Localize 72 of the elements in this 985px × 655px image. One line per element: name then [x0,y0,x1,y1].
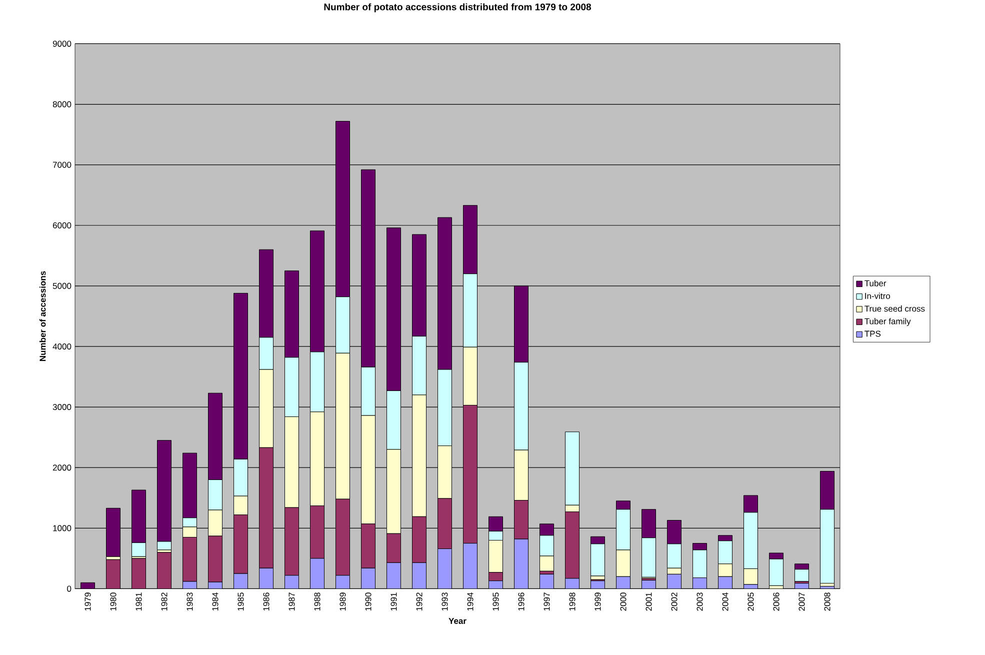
bar [361,568,376,589]
x-tick-label: 1990 [365,592,372,611]
x-tick-label: 1996 [518,592,524,611]
legend-label: True seed cross [864,306,925,312]
x-tick-label: 1997 [544,592,550,611]
legend-label: In-vitro [865,292,890,300]
bar [692,578,707,589]
x-tick-label: 1999 [594,592,601,611]
y-tick-label: 2000 [52,464,72,471]
bar [310,558,325,589]
x-tick-label: 1988 [314,592,320,611]
x-tick-label: 1983 [186,592,193,611]
bar [386,562,402,589]
chart-title: Number of potato accessions distributed from 1979 to 2008 [324,3,592,12]
bar [284,576,299,589]
y-tick-label: 0 [67,586,72,592]
x-tick-label: 1994 [467,592,474,611]
x-tick-label: 1993 [442,592,448,611]
bar [463,543,478,589]
bar [157,552,172,589]
legend-label: TPS [864,330,881,337]
x-tick-label: 1992 [416,592,422,611]
bar [565,578,580,589]
x-tick-label: 1981 [136,592,142,611]
x-tick-label: 2007 [798,592,805,611]
bar [718,576,732,589]
y-tick-label: 7000 [53,162,72,168]
y-tick-label: 3000 [52,404,72,410]
x-tick-label: 1984 [212,592,218,611]
bar [590,580,605,589]
y-tick-label: 1000 [53,525,72,532]
y-axis-title: Number of accessions [39,271,46,362]
x-tick-label: 2000 [620,592,626,611]
x-tick-label: 2003 [696,592,703,611]
x-tick-label: 1985 [238,592,244,611]
bar [259,568,274,589]
bar [106,508,121,557]
bar [106,560,121,589]
x-tick-label: 1982 [161,592,168,611]
y-tick-label: 5000 [52,283,72,290]
x-tick-label: 2004 [722,592,728,611]
x-tick-label: 2002 [671,592,678,611]
bar [412,562,427,589]
x-axis-title: Year [448,618,466,624]
legend-label: Tuber family [864,318,911,326]
x-tick-label: 1980 [110,592,116,611]
bar [438,548,452,589]
y-tick-label: 9000 [52,40,72,47]
y-tick-label: 6000 [53,222,72,229]
y-tick-label: 8000 [52,101,72,108]
x-tick-label: 2001 [646,592,652,611]
x-tick-label: 1979 [84,592,91,611]
x-tick-label: 1987 [288,592,295,611]
bar [540,574,554,589]
x-tick-label: 2006 [773,592,780,611]
bar [234,573,248,589]
x-tick-label: 2008 [824,592,830,611]
legend-label: Tuber [864,280,886,286]
bar [642,580,656,589]
x-tick-label: 1989 [340,592,346,611]
bar [336,576,350,589]
x-tick-label: 1998 [569,592,576,611]
bar [514,538,529,589]
x-tick-label: 1991 [390,592,397,611]
bar [488,580,503,589]
bar [80,582,96,589]
x-tick-label: 1995 [492,592,499,611]
y-tick-label: 4000 [52,344,72,350]
bar [616,576,630,589]
x-tick-label: 2005 [748,592,754,611]
bar [667,574,682,589]
x-tick-label: 1986 [263,592,270,611]
